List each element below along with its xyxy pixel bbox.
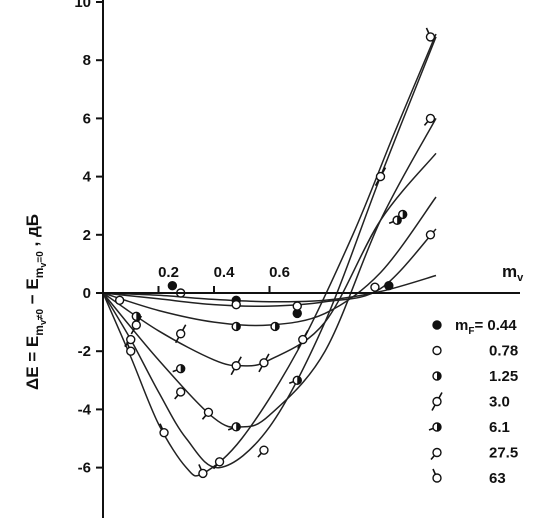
data-point: [167, 281, 178, 291]
y-tick-label: 10: [74, 0, 91, 11]
legend-marker: [432, 345, 442, 356]
data-point: [425, 230, 436, 240]
y-tick-label: -4: [78, 401, 92, 418]
data-point: [258, 353, 270, 373]
data-point: [172, 363, 186, 374]
legend-marker: [431, 392, 443, 411]
data-point: [114, 295, 125, 305]
legend-marker: [428, 422, 442, 432]
data-point: [227, 422, 241, 432]
series-line-1: [102, 274, 437, 303]
data-point: [231, 321, 241, 332]
data-point: [288, 375, 302, 385]
y-tick-label: -2: [78, 343, 91, 360]
data-point: [212, 457, 225, 470]
series-markers: [114, 27, 436, 479]
data-point: [257, 445, 269, 458]
legend-marker: [430, 447, 442, 461]
data-point: [423, 113, 436, 126]
data-point: [374, 167, 387, 186]
y-tick-label: 4: [83, 169, 92, 186]
series-line-4: [102, 152, 437, 367]
y-tick-label: 6: [83, 110, 91, 127]
legend-label: 3.0: [489, 394, 510, 411]
y-tick-label: -6: [78, 460, 91, 477]
data-point: [126, 341, 136, 356]
data-point: [384, 281, 394, 291]
data-point: [159, 423, 169, 438]
data-point: [388, 215, 402, 225]
legend-label: 63: [489, 470, 506, 487]
series-curves: [102, 33, 437, 477]
legend-marker: [432, 468, 442, 483]
series-line-6: [102, 36, 437, 469]
legend-label: 0.78: [489, 343, 518, 360]
data-point: [175, 324, 187, 344]
legend-label: 1.25: [489, 368, 518, 385]
data-point: [231, 299, 241, 310]
x-tick-label: 0.6: [269, 264, 290, 281]
x-ticks: 0.2 0.4 0.6: [157, 264, 290, 293]
series-line-7: [102, 33, 437, 477]
data-point: [297, 330, 309, 349]
data-point: [292, 301, 302, 311]
legend-label: 27.5: [489, 445, 518, 462]
data-point: [198, 464, 208, 479]
y-axis-title: ΔE = Emv≠0 − Emv=0 , дБ: [23, 214, 48, 390]
y-tick-label: 8: [83, 52, 91, 69]
series-line-5: [102, 118, 437, 429]
legend-label: 6.1: [489, 419, 510, 436]
data-point: [270, 321, 280, 332]
y-tick-label: 0: [83, 285, 91, 302]
x-axis-title: mv: [502, 262, 524, 284]
legend-marker: [432, 371, 442, 381]
data-point: [370, 282, 380, 292]
data-point: [425, 27, 436, 42]
legend-marker: [432, 320, 442, 330]
data-point: [398, 209, 408, 220]
data-point: [130, 315, 142, 335]
x-tick-label: 0.2: [158, 264, 179, 281]
x-tick-label: 0.4: [214, 264, 236, 281]
data-point: [230, 356, 242, 376]
legend-title: mF= 0.44: [455, 317, 517, 337]
y-tick-label: 2: [83, 227, 91, 244]
legend: mF= 0.44 0.78 1.25 3.0 6.1 27.5 63: [428, 317, 518, 487]
data-point: [131, 311, 142, 321]
data-point: [201, 407, 214, 420]
data-point: [174, 387, 186, 400]
